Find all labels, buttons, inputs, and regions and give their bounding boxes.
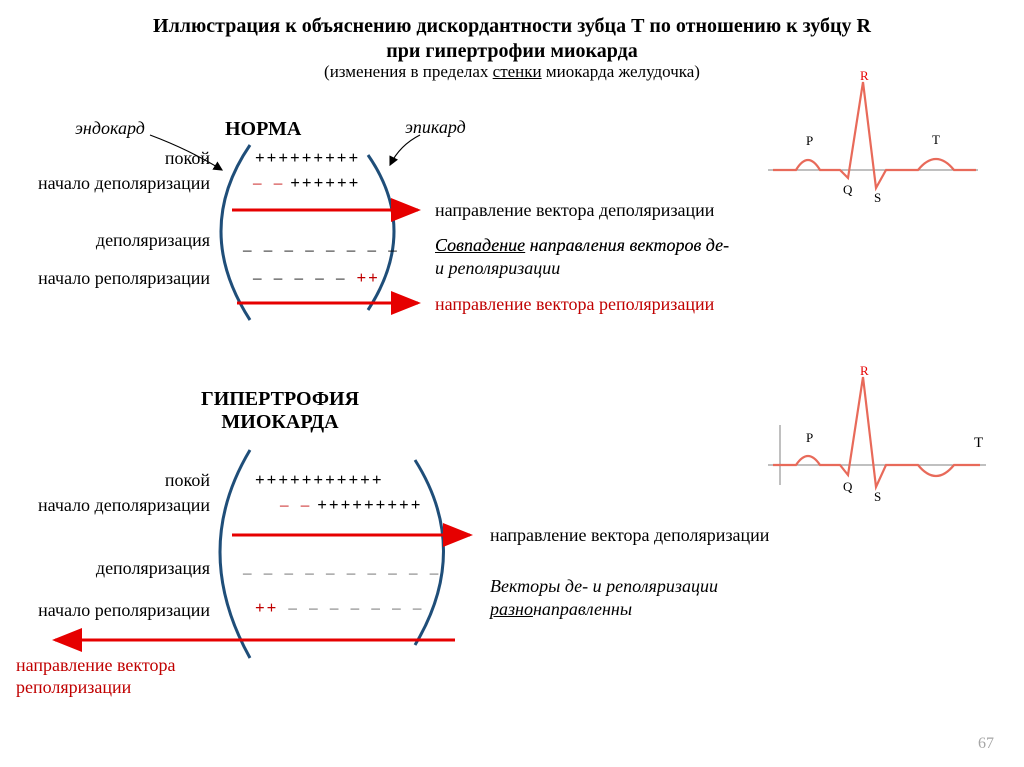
hyper-ecg: P Q R S T bbox=[768, 365, 998, 515]
ecg-hyper-label-q: Q bbox=[843, 479, 853, 494]
hyper-diff-after: направленны bbox=[533, 599, 632, 619]
ecg-hyper-label-p: P bbox=[806, 430, 813, 445]
hyper-repol-dir-l1: направление вектора bbox=[16, 655, 176, 677]
hyper-diff-before: Векторы де- и реполяризации bbox=[490, 576, 718, 596]
hyper-depol-dir: направление вектора деполяризации bbox=[490, 525, 769, 546]
ecg-hyper-label-r: R bbox=[860, 363, 869, 378]
hyper-diff-emph: разно bbox=[490, 599, 533, 619]
hyper-repol-dir-l2: реполяризации bbox=[16, 677, 176, 699]
ecg-hyper-label-t: T bbox=[974, 435, 983, 451]
ecg-hyper-label-s: S bbox=[874, 489, 881, 504]
page-number: 67 bbox=[978, 735, 994, 753]
